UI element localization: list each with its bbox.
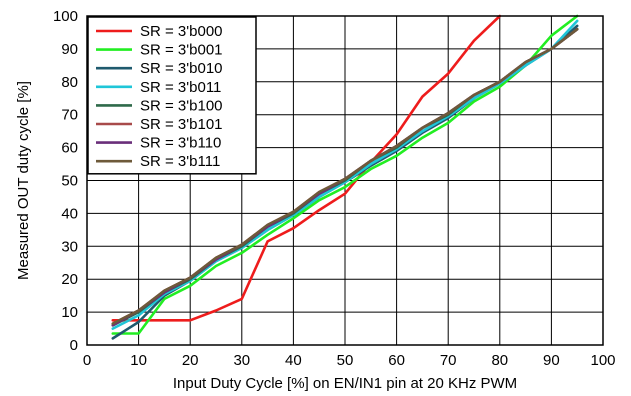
series-layer xyxy=(111,14,579,340)
x-axis-title: Input Duty Cycle [%] on EN/IN1 pin at 20… xyxy=(173,375,517,392)
series-line-7 xyxy=(111,27,579,325)
y-tick-label: 70 xyxy=(61,107,78,124)
x-tick-label: 40 xyxy=(285,352,302,369)
x-tick-label: 10 xyxy=(130,352,147,369)
legend-label-4: SR = 3'b100 xyxy=(140,97,223,114)
x-tick-label: 90 xyxy=(543,352,560,369)
legend-label-7: SR = 3'b111 xyxy=(140,153,220,170)
x-tick-label: 100 xyxy=(590,352,615,369)
legend-label-3: SR = 3'b011 xyxy=(140,79,221,96)
y-tick-label: 60 xyxy=(61,140,78,157)
legend-label-1: SR = 3'b001 xyxy=(140,42,223,59)
x-tick-label: 30 xyxy=(233,352,250,369)
x-tick-label: 60 xyxy=(388,352,405,369)
y-tick-label: 40 xyxy=(61,205,78,222)
y-tick-label: 0 xyxy=(70,337,78,354)
y-tick-label: 50 xyxy=(61,173,78,190)
y-tick-label: 10 xyxy=(61,304,78,321)
y-tick-label: 80 xyxy=(61,74,78,91)
y-tick-label: 20 xyxy=(61,271,78,288)
x-tick-label: 0 xyxy=(83,352,91,369)
series-line-1 xyxy=(111,14,579,335)
x-tick-label: 20 xyxy=(182,352,199,369)
legend-label-6: SR = 3'b110 xyxy=(140,135,221,152)
y-tick-labels: 0 10 20 30 40 50 60 70 80 90 100 xyxy=(53,8,78,354)
y-tick-label: 30 xyxy=(61,238,78,255)
y-tick-label: 100 xyxy=(53,8,78,25)
series-line-3 xyxy=(111,19,579,330)
y-tick-label: 90 xyxy=(61,41,78,58)
y-axis-title: Measured OUT duty cycle [%] xyxy=(15,81,32,280)
x-tick-labels: 0 10 20 30 40 50 60 70 80 90 100 xyxy=(83,352,616,369)
series-line-0 xyxy=(111,14,502,322)
x-tick-label: 50 xyxy=(337,352,354,369)
x-tick-label: 70 xyxy=(440,352,457,369)
legend-box xyxy=(87,16,257,175)
x-tick-label: 80 xyxy=(491,352,508,369)
legend-label-2: SR = 3'b010 xyxy=(140,60,223,77)
legend-label-5: SR = 3'b101 xyxy=(140,116,223,133)
plot-frame xyxy=(86,15,604,346)
legend-label-0: SR = 3'b000 xyxy=(140,23,223,40)
